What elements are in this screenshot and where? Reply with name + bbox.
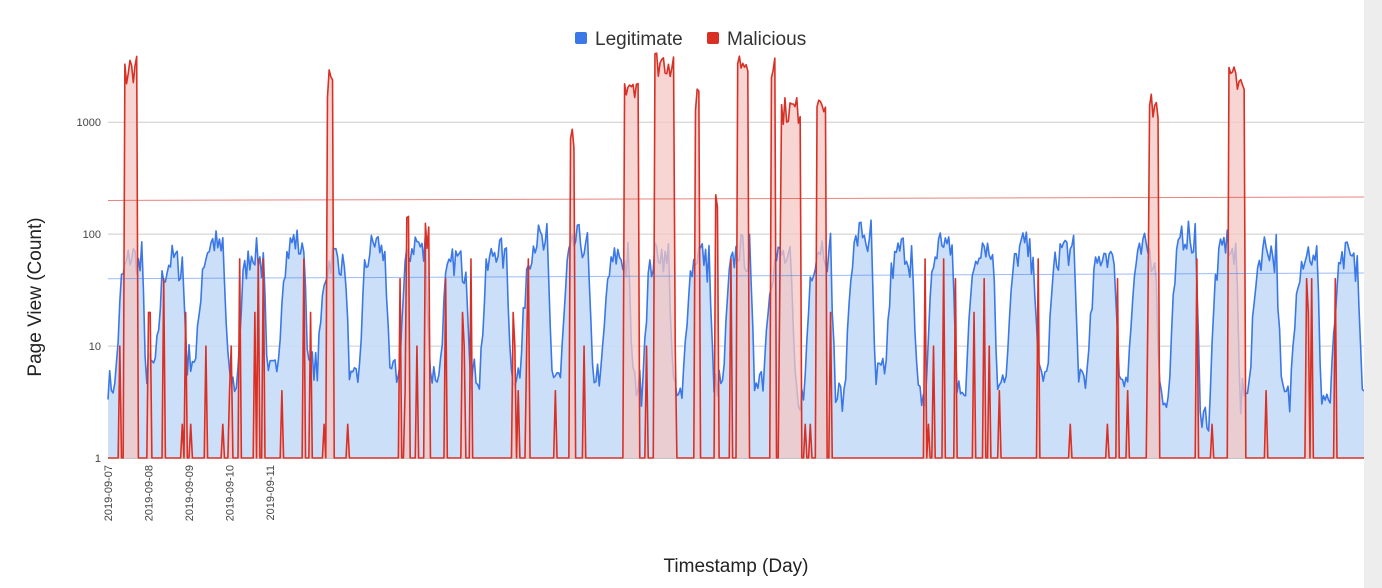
trendlines bbox=[107, 196, 1365, 280]
legend-label-legitimate[interactable]: Legitimate bbox=[595, 29, 683, 50]
malicious-area bbox=[108, 53, 1364, 458]
x-tick-label-2: 2019-09-09 bbox=[184, 465, 196, 521]
y-tick-label-1: 1 bbox=[95, 453, 101, 465]
legitimate-trendline bbox=[107, 272, 1365, 280]
legend-label-malicious[interactable]: Malicious bbox=[727, 29, 806, 50]
y-tick-label-10: 10 bbox=[89, 341, 101, 353]
x-tick-label-1: 2019-09-08 bbox=[144, 465, 156, 521]
y-tick-label-1000: 1000 bbox=[77, 117, 101, 129]
y-axis-ticks: 1 10 100 1000 bbox=[77, 117, 101, 465]
y-axis-title: Page View (Count) bbox=[25, 217, 46, 376]
y-tick-label-100: 100 bbox=[83, 229, 101, 241]
malicious-trendline bbox=[107, 196, 1365, 201]
x-tick-label-0: 2019-09-07 bbox=[103, 465, 115, 521]
legend-swatch-legitimate bbox=[575, 32, 587, 44]
x-axis-title: Timestamp (Day) bbox=[664, 556, 809, 577]
malicious-line bbox=[108, 52, 1364, 459]
malicious-series bbox=[108, 52, 1364, 459]
vertical-scrollbar[interactable] bbox=[1364, 0, 1382, 588]
x-tick-label-3: 2019-09-10 bbox=[225, 465, 237, 521]
chart-legend: Legitimate Malicious bbox=[575, 29, 806, 50]
x-tick-label-4: 2019-09-11 bbox=[265, 465, 277, 520]
legend-swatch-malicious bbox=[707, 32, 719, 44]
x-axis-ticks: 2019-09-07 2019-09-08 2019-09-09 2019-09-10… bbox=[103, 465, 277, 521]
